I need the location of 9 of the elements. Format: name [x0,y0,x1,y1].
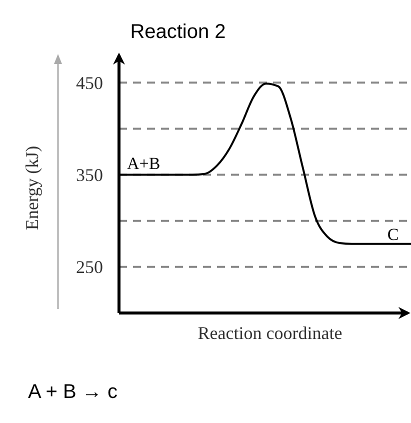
y-axis-title: Energy (kJ) [22,146,42,230]
y-tick-label: 350 [76,165,103,186]
annotation: A+B [127,154,160,173]
text: A + B → c [28,381,118,403]
x-axis-title: Reaction coordinate [198,323,342,343]
chart-title: Reaction 2 [130,21,226,43]
y-tick-label: 450 [76,72,103,93]
y-tick-label: 250 [76,257,103,278]
annotation: C [387,224,399,244]
